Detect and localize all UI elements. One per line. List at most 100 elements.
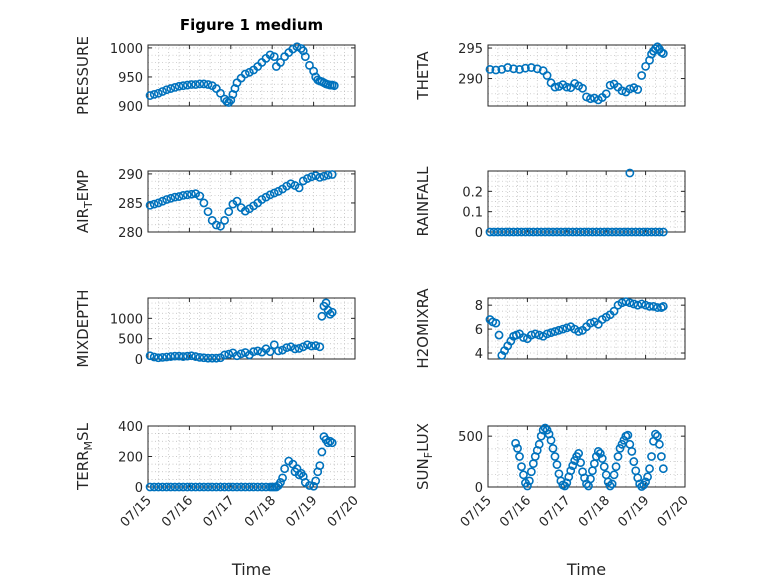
data-point <box>211 482 221 492</box>
y-axis-label-theta: THETA <box>414 51 432 101</box>
y-tick-label: 950 <box>118 71 143 86</box>
data-point <box>588 466 597 476</box>
data-point <box>249 482 258 492</box>
data-point <box>550 452 560 461</box>
data-point <box>658 464 668 474</box>
data-point <box>178 352 188 361</box>
axes-box-rainfall <box>487 170 686 233</box>
data-point <box>302 174 312 183</box>
x-tick-label: 07/17 <box>201 493 238 530</box>
y-tick-label: 500 <box>118 333 143 348</box>
data-point <box>586 474 595 484</box>
data-point <box>224 482 234 492</box>
data-point <box>265 190 275 200</box>
y-tick-label: 6 <box>475 323 483 338</box>
data-point <box>253 482 263 492</box>
data-point <box>224 207 234 217</box>
data-point <box>654 439 664 449</box>
data-point <box>519 333 528 342</box>
x-tick-label: 07/18 <box>576 493 613 530</box>
data-point <box>629 457 639 466</box>
data-point <box>216 221 225 231</box>
data-point <box>317 311 327 321</box>
series-rainfall <box>485 168 668 237</box>
data-point <box>641 477 650 487</box>
series-mixdepth <box>145 298 337 363</box>
data-point <box>224 349 234 359</box>
data-point <box>546 328 556 338</box>
data-point <box>623 430 633 440</box>
series-h2omixra <box>485 297 668 360</box>
y-axis-label-rainfall: RAINFALL <box>414 166 432 237</box>
y-tick-label: 290 <box>118 168 143 183</box>
data-point <box>153 88 163 98</box>
data-point <box>166 84 176 93</box>
data-point <box>546 435 556 445</box>
data-point <box>325 309 335 319</box>
axes-box-h2omixra <box>487 297 686 360</box>
data-point <box>195 191 205 201</box>
data-point <box>294 183 304 193</box>
data-point <box>211 353 221 363</box>
data-point <box>562 323 572 333</box>
data-point <box>195 482 205 492</box>
subplot-h2omixra: 4 6 8 H2OMIXRA <box>414 288 686 369</box>
data-point <box>307 172 316 182</box>
data-point <box>641 300 650 310</box>
x-axis-label-right: Time <box>566 560 606 579</box>
data-point <box>532 64 542 74</box>
data-point <box>153 482 163 492</box>
data-point <box>589 459 599 469</box>
data-point <box>174 351 184 361</box>
data-point <box>300 52 310 62</box>
data-point <box>621 297 631 306</box>
y-tick-label: 0 <box>475 226 483 241</box>
grid-rainfall <box>487 170 686 233</box>
data-point <box>149 89 159 99</box>
data-point <box>656 452 666 461</box>
data-point <box>325 436 335 446</box>
data-point <box>203 353 213 363</box>
data-point <box>530 329 540 339</box>
y-axis-label-air_temp: AIRTEMP <box>74 170 95 233</box>
data-point <box>613 452 623 461</box>
data-point <box>276 58 285 67</box>
data-point <box>240 482 250 492</box>
x-tick-label: 07/18 <box>242 493 279 530</box>
data-point <box>542 71 552 80</box>
data-point <box>311 476 321 486</box>
subplot-rainfall: 0 0.1 0.2 RAINFALL <box>414 166 686 241</box>
data-point <box>199 482 209 492</box>
data-point <box>586 94 595 104</box>
y-tick-label: 280 <box>118 226 143 241</box>
data-point <box>593 447 603 456</box>
y-tick-label: 0 <box>475 481 483 496</box>
data-point <box>511 438 520 448</box>
x-tick-label: 07/19 <box>283 493 320 530</box>
data-point <box>149 199 159 209</box>
data-point <box>187 189 196 199</box>
data-point <box>182 351 192 361</box>
data-point <box>191 352 201 361</box>
y-tick-label: 200 <box>118 451 143 466</box>
data-point <box>195 79 205 89</box>
y-tick-label: 500 <box>458 430 483 445</box>
data-point <box>170 83 180 92</box>
data-point <box>538 425 548 435</box>
data-point <box>513 443 522 453</box>
figure-title: Figure 1 medium <box>180 16 323 34</box>
data-point <box>145 351 155 361</box>
data-point <box>286 342 296 352</box>
subplot-sun_flux: 0 500 SUNFLUX 07/15 07/16 07/17 07/18 07/19 07/2… <box>414 423 692 530</box>
data-point <box>599 462 609 472</box>
data-point <box>523 481 532 491</box>
y-tick-label: 8 <box>475 299 483 314</box>
data-point <box>178 190 188 200</box>
data-point <box>323 438 333 448</box>
data-point <box>191 482 201 492</box>
data-point <box>653 431 662 441</box>
data-point <box>323 170 333 180</box>
x-tick-label: 07/15 <box>458 493 495 530</box>
series-air_temp <box>145 170 337 231</box>
data-point <box>158 482 167 492</box>
